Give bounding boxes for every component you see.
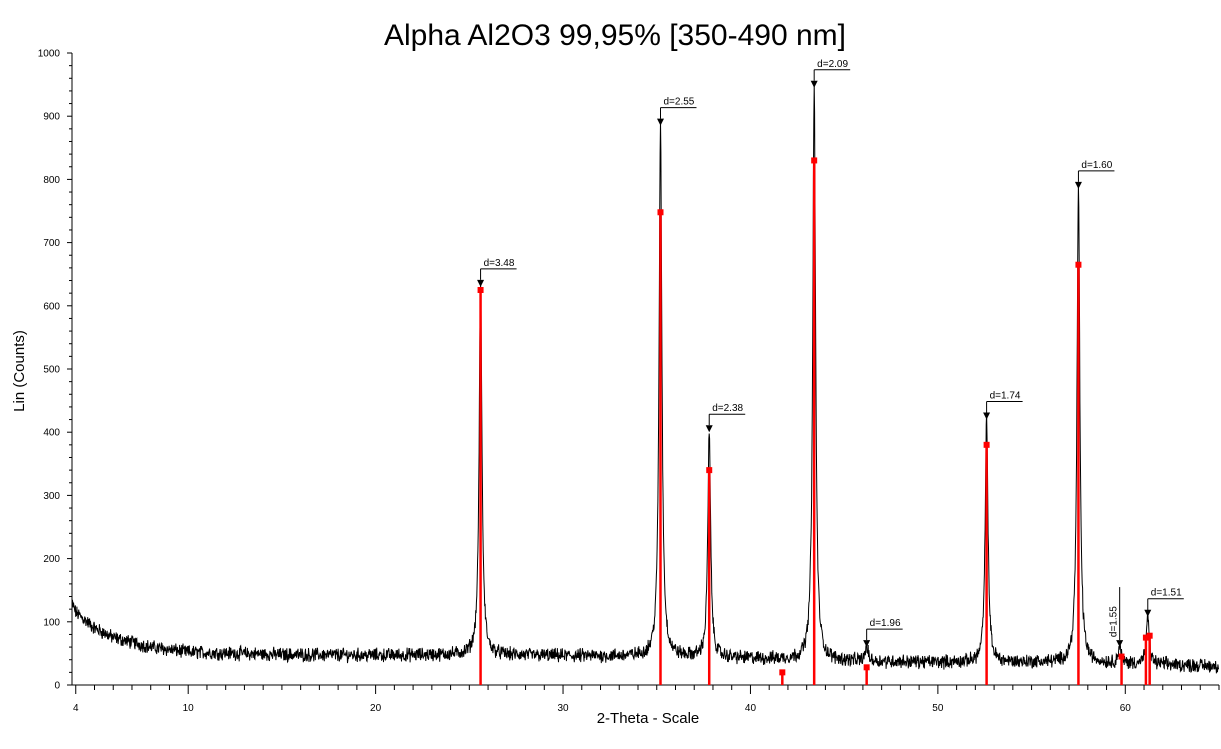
y-tick-label: 200 [43, 554, 60, 565]
x-tick-label: 60 [1120, 703, 1132, 714]
x-tick-label: 4 [73, 703, 79, 714]
peak-marker [1074, 181, 1082, 189]
x-tick-label: 50 [932, 703, 944, 714]
x-tick-label: 20 [370, 703, 382, 714]
x-tick-label: 40 [745, 703, 757, 714]
peak-label: d=2.09 [817, 59, 848, 70]
reference-marker [1142, 634, 1149, 641]
y-tick-label: 900 [43, 112, 60, 123]
diffraction-trace [71, 83, 1220, 674]
peak-label: d=1.60 [1081, 160, 1112, 171]
x-tick-label: 30 [557, 703, 569, 714]
reference-marker [863, 664, 870, 671]
reference-marker [1146, 632, 1153, 639]
reference-marker [1118, 653, 1125, 660]
peak-label: d=2.55 [663, 97, 694, 108]
peak-marker [1144, 609, 1152, 617]
y-tick-label: 1000 [38, 49, 61, 60]
reference-marker [1075, 261, 1082, 268]
peak-label: d=1.74 [990, 391, 1021, 402]
peak-marker [810, 80, 818, 88]
peak-marker [863, 640, 871, 648]
y-tick-label: 0 [54, 681, 60, 692]
peak-marker [983, 412, 991, 420]
peak-label: d=2.38 [712, 403, 743, 414]
peak-label: d=1.55 [1109, 606, 1120, 637]
y-axis-title: Lin (Counts) [11, 330, 28, 412]
reference-marker [811, 157, 818, 164]
peak-marker [477, 279, 485, 287]
reference-marker [477, 287, 484, 293]
chart-title: Alpha Al2O3 99,95% [350-490 nm] [384, 19, 846, 52]
x-tick-label: 10 [183, 703, 195, 714]
y-tick-label: 500 [43, 365, 60, 376]
x-axis-title: 2-Theta - Scale [597, 710, 700, 727]
y-tick-label: 400 [43, 428, 60, 439]
reference-marker [706, 467, 713, 474]
peak-label: d=1.51 [1151, 588, 1182, 599]
peak-label: d=1.96 [870, 618, 901, 629]
y-tick-label: 300 [43, 491, 60, 502]
y-tick-label: 700 [43, 238, 60, 249]
peak-marker [705, 425, 713, 433]
x-axis-ticks: 4 10 20 30 40 50 60 [73, 685, 1220, 714]
peak-labels: d=3.48 d=2.55 d=2.38 d=2.09 d=1.96 d=1.74 d=1.… [477, 59, 1184, 648]
reference-marker [983, 441, 990, 448]
y-tick-label: 600 [43, 301, 60, 312]
y-axis-ticks: 0 100 200 300 400 500 600 700 800 900 1000 [38, 49, 72, 692]
peak-marker [1116, 640, 1124, 648]
peak-marker [656, 118, 664, 126]
reference-lines [477, 157, 1153, 685]
y-tick-label: 100 [43, 617, 60, 628]
peak-label: d=3.48 [484, 258, 515, 269]
reference-marker [779, 669, 786, 676]
y-tick-label: 800 [43, 175, 60, 186]
reference-marker [657, 209, 664, 216]
